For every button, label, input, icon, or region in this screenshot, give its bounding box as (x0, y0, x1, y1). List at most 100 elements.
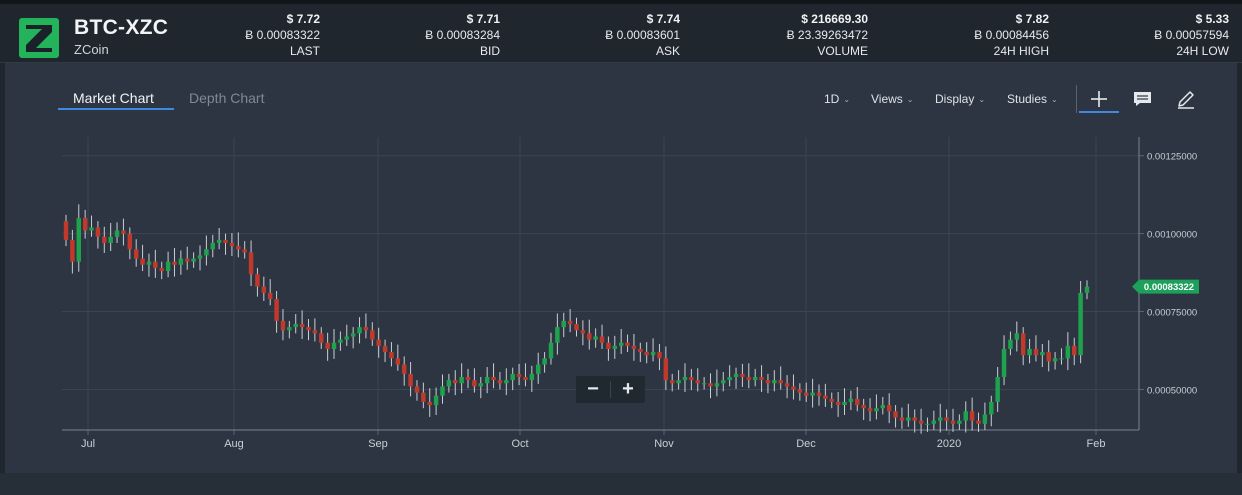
y-tick-label: 0.00100000 (1147, 230, 1197, 241)
candle-body (133, 249, 139, 259)
candle-body (669, 380, 675, 384)
candle-body (778, 380, 783, 384)
tab-depth-chart[interactable]: Depth Chart (189, 90, 265, 106)
window-top-edge (0, 0, 1242, 4)
stat-usd: $ 7.72 (286, 12, 320, 26)
pencil-icon[interactable] (1175, 88, 1197, 110)
chevron-down-icon: ⌄ (843, 95, 851, 104)
candle-body (529, 373, 535, 381)
stat-label: ASK (655, 44, 680, 58)
candle-body (765, 380, 771, 384)
candle-body (287, 327, 292, 331)
y-tick-label: 0.00050000 (1147, 385, 1197, 396)
candle-body (574, 324, 579, 331)
x-tick-label: Aug (224, 438, 244, 450)
interval-label: 1D (824, 92, 840, 106)
candle-body (663, 358, 669, 381)
candle-body (599, 336, 605, 343)
candle-body (848, 398, 854, 402)
candle-body (185, 258, 190, 262)
candle-body (280, 320, 286, 331)
candle-body (331, 342, 337, 349)
crosshair-icon[interactable] (1088, 88, 1110, 110)
tab-market-chart[interactable]: Market Chart (73, 90, 154, 106)
candle-body (421, 392, 426, 402)
candle-body (803, 392, 809, 396)
candle-body (548, 342, 554, 359)
candle-body (248, 252, 254, 275)
candle-body (657, 352, 662, 359)
candle-body (861, 405, 866, 409)
candle-body (797, 389, 803, 393)
candle-body (89, 227, 94, 231)
stat-label: VOLUME (817, 44, 868, 58)
candle-body (1078, 292, 1083, 356)
candle-body (567, 320, 573, 325)
candle-body (95, 227, 101, 237)
candle-body (893, 411, 898, 418)
candle-body (918, 420, 924, 424)
x-tick-label: Feb (1087, 438, 1106, 450)
candle-body (191, 258, 196, 262)
candle-body (944, 417, 949, 421)
candle-body (829, 398, 834, 402)
candle-body (465, 377, 471, 381)
stat-btc: Ƀ 23.39263472 (786, 28, 868, 42)
studies-dropdown[interactable]: Studies ⌄ (1007, 92, 1058, 106)
candle-body (338, 339, 343, 343)
candle-body (746, 377, 752, 381)
candle-body (957, 420, 962, 424)
comment-icon[interactable] (1132, 88, 1154, 110)
candle-body (899, 417, 905, 421)
candle-body (108, 236, 113, 243)
candle-body (459, 377, 464, 384)
candle-body (197, 255, 203, 259)
candle-body (153, 261, 158, 268)
candle-body (389, 352, 394, 359)
candle-body (497, 380, 503, 384)
candle-body (344, 336, 350, 340)
stat-usd: $ 7.71 (466, 12, 500, 26)
candle-body (363, 327, 369, 331)
zoom-out-button[interactable]: − (587, 378, 599, 400)
candle-body (319, 333, 324, 343)
candle-body (650, 352, 656, 356)
candle-body (625, 342, 630, 346)
stat-btc: Ƀ 0.00083601 (605, 28, 680, 42)
candle-body (727, 377, 732, 381)
candle-body (816, 392, 822, 396)
candle-body (446, 380, 452, 387)
candle-body (561, 320, 566, 328)
zoom-in-button[interactable]: + (622, 378, 634, 400)
stat-24h-low: $ 5.33 Ƀ 0.00057594 24H LOW (1154, 11, 1229, 59)
candle-body (982, 414, 988, 424)
candle-body (823, 395, 828, 399)
display-dropdown[interactable]: Display ⌄ (935, 92, 985, 106)
candle-body (880, 405, 886, 409)
views-dropdown[interactable]: Views ⌄ (871, 92, 914, 106)
candle-body (644, 352, 649, 356)
candle-body (612, 345, 618, 349)
candle-body (752, 377, 758, 381)
market-header: BTC-XZC ZCoin $ 7.72 Ƀ 0.00083322 LAST $… (0, 4, 1242, 63)
interval-dropdown[interactable]: 1D ⌄ (824, 92, 850, 106)
stat-usd: $ 5.33 (1195, 12, 1229, 26)
candle-body (606, 342, 611, 349)
candle-body (414, 386, 420, 393)
stat-usd: $ 216669.30 (801, 12, 868, 26)
candle-body (1014, 333, 1020, 340)
candle-body (370, 330, 375, 340)
candle-body (376, 339, 381, 346)
candle-body (689, 377, 694, 381)
candle-body (714, 383, 720, 387)
stat-last: $ 7.72 Ƀ 0.00083322 LAST (245, 11, 320, 59)
candle-body (835, 401, 841, 406)
chevron-down-icon: ⌄ (1051, 95, 1058, 104)
candle-body (293, 324, 298, 328)
stat-btc: Ƀ 0.00083284 (425, 28, 500, 42)
candle-body (1027, 348, 1032, 356)
candle-body (516, 373, 522, 378)
candle-body (255, 274, 260, 287)
candle-body (784, 383, 790, 387)
